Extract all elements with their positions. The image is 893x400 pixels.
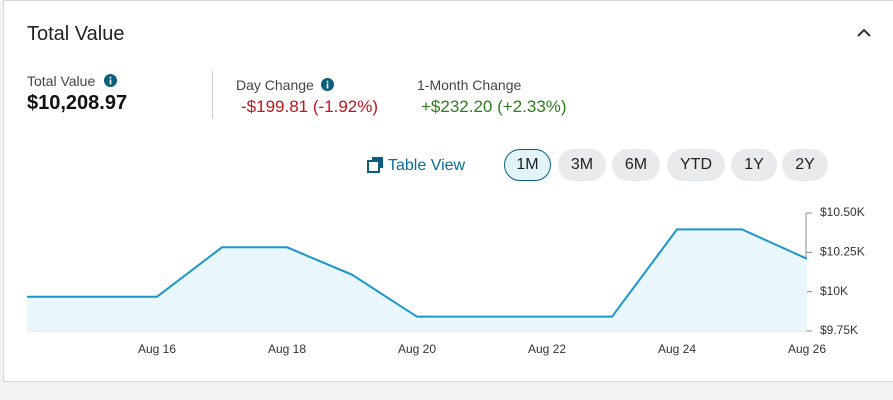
total-value-label: Total Value xyxy=(27,73,96,89)
x-tick-label: Aug 22 xyxy=(528,342,566,356)
day-change: -$199.81 (-1.92%) xyxy=(241,97,379,116)
x-tick-label: Aug 18 xyxy=(268,342,306,356)
card-title: Total Value xyxy=(27,23,125,45)
day-change-label: Day Change xyxy=(236,77,314,93)
info-icon[interactable] xyxy=(321,78,334,91)
line xyxy=(27,228,808,318)
month-change: +$232.20 (+2.33%) xyxy=(421,97,567,116)
range-button[interactable]: 3M xyxy=(558,149,606,181)
range-button[interactable]: 2Y xyxy=(782,149,828,181)
info-icon[interactable] xyxy=(104,74,117,87)
x-tick-label: Aug 26 xyxy=(788,342,826,356)
y-tick-label: $10.50K xyxy=(820,205,865,219)
divider xyxy=(212,71,213,119)
x-tick-label: Aug 24 xyxy=(658,342,696,356)
collapse-chevron[interactable] xyxy=(856,27,872,39)
x-tick-label: Aug 20 xyxy=(398,342,436,356)
range-button[interactable]: 6M xyxy=(612,149,660,181)
y-tick-label: $10.25K xyxy=(820,245,865,259)
table-view-link[interactable]: Table View xyxy=(388,157,466,174)
x-tick-label: Aug 16 xyxy=(138,342,176,356)
area xyxy=(27,229,807,331)
chart: $9.75K $10K $10.25K $10.50K Aug 16 Aug 18 Aug … xyxy=(27,205,865,356)
range-button[interactable]: 1M xyxy=(504,149,551,181)
range-button[interactable]: 1Y xyxy=(731,149,777,181)
month-change-label: 1-Month Change xyxy=(417,77,522,93)
total-value: $10,208.97 xyxy=(27,92,128,114)
y-tick-label: $9.75K xyxy=(820,323,858,337)
table-view-icon[interactable] xyxy=(367,156,385,174)
range-button[interactable]: YTD xyxy=(667,149,725,181)
y-tick-label: $10K xyxy=(820,284,848,298)
